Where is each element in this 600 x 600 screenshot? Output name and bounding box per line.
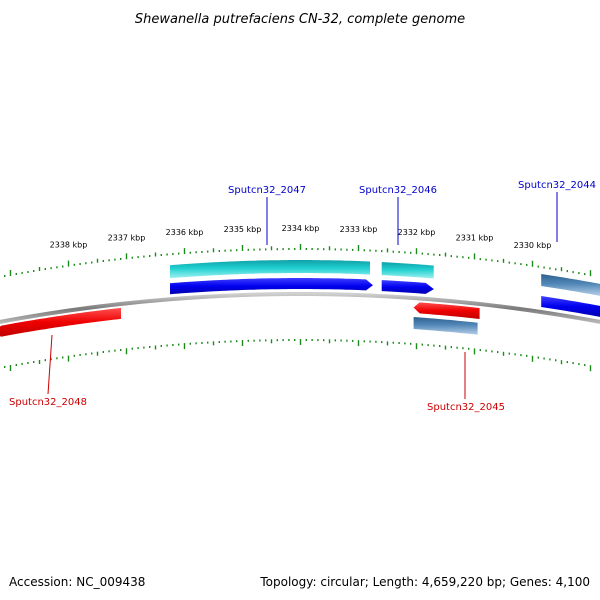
gene-label: Sputcn32_2046: [359, 185, 437, 196]
feature-bar: [381, 262, 434, 279]
gene-arrow: [541, 296, 600, 317]
accession-text: Accession: NC_009438: [9, 575, 145, 589]
scale-label: 2336 kbp: [166, 228, 204, 237]
scale-label: 2331 kbp: [456, 233, 494, 242]
scale-label: 2338 kbp: [50, 241, 88, 250]
gene-label: Sputcn32_2045: [427, 402, 505, 413]
summary-text: Topology: circular; Length: 4,659,220 bp…: [259, 575, 590, 589]
gene-arrow: [170, 278, 373, 295]
gene-arrow: [0, 307, 121, 337]
scale-label: 2335 kbp: [224, 225, 262, 234]
scale-label: 2333 kbp: [340, 225, 378, 234]
gene-track: [0, 278, 600, 337]
outer-tick-marks: [3, 244, 592, 277]
gene-leader-line: [47, 334, 53, 395]
genome-backbone: [0, 291, 600, 324]
gene-label: Sputcn32_2044: [518, 180, 596, 191]
scale-label: 2337 kbp: [108, 233, 146, 242]
feature-bar: [170, 260, 370, 279]
scale-label: 2334 kbp: [282, 224, 320, 233]
scale-labels: 2338 kbp 2337 kbp 2336 kbp 2335 kbp 2334 kbp…: [50, 224, 552, 250]
feature-bar: [413, 317, 478, 335]
gene-arrow: [381, 280, 434, 294]
inner-tick-marks: [3, 339, 592, 372]
feature-track: [170, 260, 600, 335]
feature-bar: [541, 274, 600, 296]
scale-label: 2332 kbp: [398, 228, 436, 237]
gene-label: Sputcn32_2047: [228, 185, 306, 196]
map-title: Shewanella putrefaciens CN-32, complete …: [135, 12, 465, 27]
gene-arrow: [413, 302, 480, 319]
gene-labels: Sputcn32_2047 Sputcn32_2046 Sputcn32_2044 S…: [9, 180, 596, 413]
gene-label: Sputcn32_2048: [9, 397, 87, 408]
scale-label: 2330 kbp: [514, 241, 552, 250]
